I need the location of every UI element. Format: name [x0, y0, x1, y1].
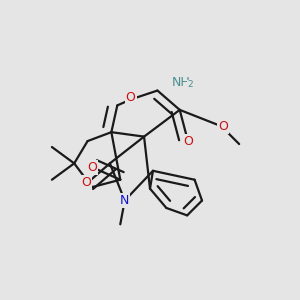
Text: O: O [218, 120, 228, 133]
Text: NH: NH [172, 76, 190, 89]
Text: O: O [126, 92, 136, 104]
Text: O: O [184, 135, 194, 148]
Text: 2: 2 [187, 80, 193, 89]
Text: O: O [87, 161, 97, 174]
Text: O: O [81, 176, 91, 189]
Text: N: N [120, 194, 129, 207]
